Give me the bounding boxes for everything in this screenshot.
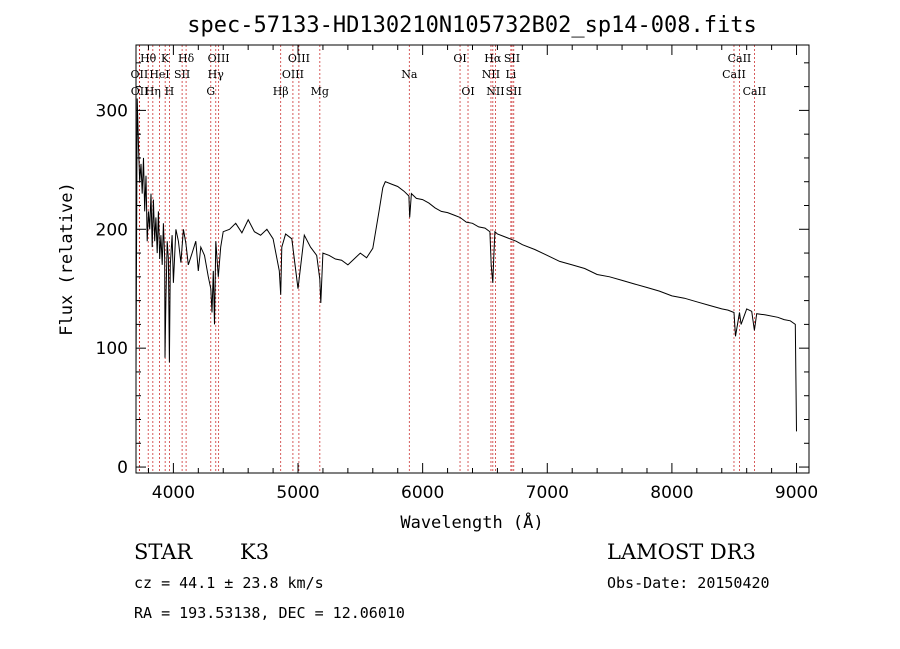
- x-tick-label: 5000: [276, 483, 319, 503]
- line-label: CaII: [722, 68, 746, 81]
- emission-line-markers: [138, 45, 755, 473]
- line-label: Hδ: [178, 52, 195, 65]
- line-label: Na: [401, 68, 418, 81]
- object-subclass: K3: [240, 540, 270, 564]
- survey-name: LAMOST DR3: [607, 540, 756, 564]
- line-label: OIII: [288, 52, 310, 65]
- line-label: SII: [174, 68, 190, 81]
- object-class: STAR: [134, 540, 193, 564]
- line-label: OII: [131, 85, 149, 98]
- y-tick-label: 100: [96, 339, 128, 359]
- line-label: CaII: [743, 85, 767, 98]
- spectrum-line: [135, 98, 797, 432]
- x-tick-label: 7000: [526, 483, 569, 503]
- line-label: NII: [486, 85, 504, 98]
- coordinates: RA = 193.53138, DEC = 12.06010: [134, 604, 405, 622]
- observation-date: Obs-Date: 20150420: [607, 574, 770, 592]
- spectrum-chart: spec-57133-HD130210N105732B02_sp14-008.f…: [57, 13, 818, 533]
- line-label: CaII: [728, 52, 752, 65]
- y-tick-label: 0: [117, 458, 128, 478]
- line-label: HeI: [149, 68, 169, 81]
- line-label: K: [161, 52, 170, 65]
- y-tick-label: 300: [96, 101, 128, 121]
- x-axis-label: Wavelength (Å): [400, 511, 543, 533]
- y-axis-label: Flux (relative): [57, 182, 77, 336]
- line-label: OII: [131, 68, 149, 81]
- x-tick-label: 8000: [650, 483, 693, 503]
- x-axis-ticks: 4000 5000 6000 7000 8000 9000: [147, 45, 818, 503]
- line-label: Hβ: [273, 85, 289, 98]
- x-tick-label: 9000: [775, 483, 818, 503]
- redshift-velocity: cz = 44.1 ± 23.8 km/s: [134, 574, 324, 592]
- line-label: OI: [461, 85, 474, 98]
- line-label: OIII: [282, 68, 304, 81]
- line-label: SII: [504, 52, 520, 65]
- line-label: Hα: [484, 52, 502, 65]
- line-label: SII: [506, 85, 522, 98]
- x-tick-label: 6000: [401, 483, 444, 503]
- line-label: Hη: [145, 85, 161, 98]
- y-tick-label: 200: [96, 220, 128, 240]
- line-label: Mg: [311, 85, 329, 98]
- line-label: OI: [453, 52, 466, 65]
- line-label: G: [206, 85, 215, 98]
- line-label: Hγ: [208, 68, 225, 81]
- y-axis-ticks: 0 100 200 300: [96, 62, 809, 478]
- x-tick-label: 4000: [152, 483, 195, 503]
- plot-frame: [135, 44, 810, 474]
- line-label: H: [165, 85, 175, 98]
- line-label: NII: [482, 68, 500, 81]
- line-label: OIII: [208, 52, 230, 65]
- line-label: Hθ: [140, 52, 157, 65]
- chart-title: spec-57133-HD130210N105732B02_sp14-008.f…: [187, 13, 757, 38]
- line-label: Li: [505, 68, 516, 81]
